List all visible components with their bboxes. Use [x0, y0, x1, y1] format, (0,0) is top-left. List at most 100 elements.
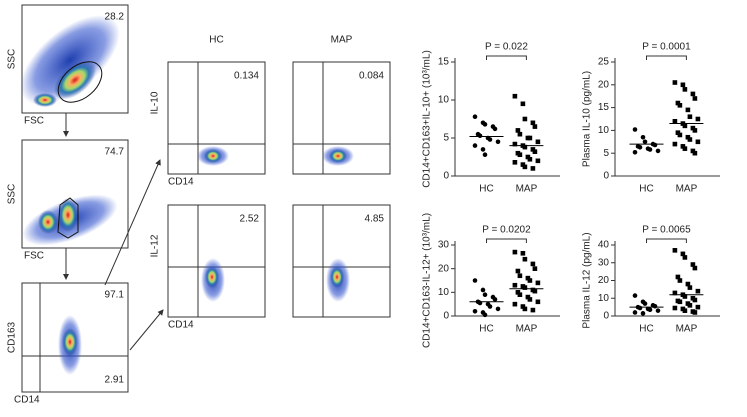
data-point [640, 311, 646, 316]
data-point [495, 306, 501, 312]
data-point [680, 251, 686, 257]
data-point [672, 248, 678, 253]
plot-frame [167, 204, 266, 318]
data-point [642, 301, 648, 306]
data-point [487, 304, 493, 309]
data-point [682, 294, 688, 299]
y-tick-label: 10 [598, 293, 610, 304]
density [204, 149, 222, 163]
y-tick-label: 20 [598, 275, 610, 286]
y-tick-label: 20 [438, 263, 450, 274]
y-tick-label: 10 [438, 287, 450, 298]
data-point [527, 156, 533, 162]
data-point [472, 143, 478, 148]
x-tick-label: HC [639, 184, 653, 195]
data-point [525, 294, 531, 300]
x-tick-label: HC [479, 184, 493, 195]
data-point [677, 278, 683, 283]
density [53, 60, 97, 100]
data-point [672, 290, 678, 296]
data-point [495, 139, 501, 145]
density [62, 328, 78, 356]
data-point [517, 273, 523, 279]
data-point [637, 144, 643, 150]
data-point [515, 290, 521, 295]
x-tick-label: MAP [676, 324, 698, 335]
gate-value: 2.52 [240, 214, 260, 225]
y-axis-label: IL-12 [150, 234, 161, 257]
y-axis-label: SSC [7, 184, 18, 205]
data-point [682, 255, 688, 260]
data-point [647, 307, 653, 313]
y-tick-label: 40 [598, 240, 610, 251]
data-point [522, 256, 528, 262]
data-point [480, 147, 486, 152]
data-point [687, 137, 693, 142]
x-tick-label: MAP [676, 184, 698, 195]
data-point [675, 274, 681, 280]
density [205, 266, 219, 288]
y-tick-label: 15 [598, 102, 610, 113]
data-point [672, 141, 678, 147]
data-point [685, 281, 691, 287]
data-point [482, 312, 488, 318]
data-point [512, 301, 518, 307]
data-point [520, 304, 526, 309]
data-point [632, 293, 638, 298]
data-point [632, 310, 638, 315]
data-point [472, 114, 478, 120]
data-point [632, 127, 638, 132]
data-point [525, 275, 531, 281]
data-point [517, 131, 523, 137]
data-point [522, 285, 528, 290]
data-point [692, 265, 698, 271]
x-axis-label: CD14 [168, 320, 194, 331]
data-point [637, 305, 643, 311]
data-point [532, 266, 538, 271]
y-tick-label: 0 [603, 171, 609, 182]
data-point [640, 134, 646, 140]
gate-value: 2.91 [105, 375, 125, 386]
gate [57, 61, 103, 103]
x-axis-label: FSC [24, 251, 44, 262]
data-point [517, 152, 523, 158]
gate-value: 74.7 [105, 147, 125, 158]
y-tick-label: 0 [443, 171, 449, 182]
data-point [472, 308, 478, 314]
y-axis-label: CD14+CD163+IL-10+ (10³/mL) [422, 50, 433, 188]
y-axis-label: SSC [7, 49, 18, 70]
data-point [482, 122, 488, 127]
data-point [515, 128, 521, 133]
data-point [482, 292, 488, 298]
column-label: HC [209, 35, 223, 46]
data-point [672, 118, 678, 124]
plot-frame [292, 204, 391, 318]
data-point [535, 158, 541, 164]
data-point [527, 278, 533, 283]
p-value-label: P = 0.0202 [482, 225, 531, 236]
y-axis-label: Plasma IL-10 (pg/mL) [582, 71, 593, 167]
y-tick-label: 0 [443, 311, 449, 322]
data-point [520, 101, 526, 107]
density [33, 93, 57, 107]
data-point [695, 288, 701, 294]
data-point [682, 123, 688, 129]
data-point [535, 280, 541, 286]
data-point [692, 310, 698, 315]
x-axis-label: CD14 [168, 177, 194, 188]
y-tick-label: 10 [438, 95, 450, 106]
data-point [682, 308, 688, 313]
data-point [512, 282, 518, 288]
data-point [695, 304, 701, 310]
significance-bracket [646, 238, 687, 243]
column-label: MAP [331, 35, 353, 46]
data-point [692, 297, 698, 303]
y-tick-label: 0 [603, 311, 609, 322]
arrow [104, 159, 161, 286]
y-axis-label: Plasma IL-12 (pg/mL) [582, 232, 593, 328]
data-point [512, 160, 518, 165]
plot-frame [21, 282, 129, 393]
gate-value: 97.1 [105, 290, 125, 301]
data-point [687, 285, 693, 290]
